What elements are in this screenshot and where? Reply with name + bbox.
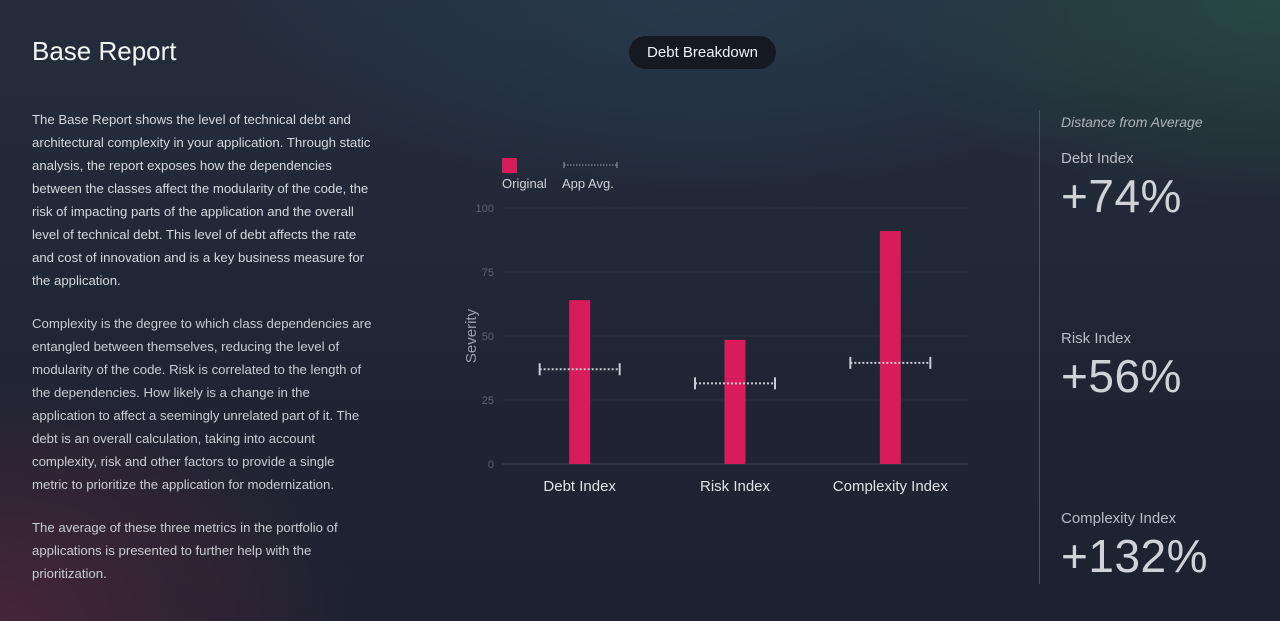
summary-divider — [1039, 110, 1040, 584]
legend-swatch-original — [502, 158, 517, 173]
metric-debt-index: Debt Index +74% — [1061, 150, 1182, 223]
metric-value: +74% — [1061, 170, 1182, 222]
metric-risk-index: Risk Index +56% — [1061, 330, 1182, 403]
y-tick-label: 0 — [488, 459, 494, 471]
legend-label-original: Original — [502, 176, 547, 191]
x-tick-label: Debt Index — [543, 478, 616, 495]
legend-label-app-avg: App Avg. — [562, 176, 614, 191]
y-axis-label: Severity — [463, 308, 480, 363]
tab-debt-breakdown[interactable]: Debt Breakdown — [629, 36, 776, 69]
y-tick-label: 75 — [482, 267, 494, 279]
bar-original — [724, 339, 746, 464]
metric-label: Complexity Index — [1061, 510, 1177, 527]
metric-value: +56% — [1061, 350, 1182, 402]
bar-original — [879, 231, 901, 464]
metric-label: Risk Index — [1061, 330, 1132, 347]
page-title: Base Report — [32, 36, 177, 66]
description-paragraph: The Base Report shows the level of techn… — [32, 112, 371, 288]
y-tick-label: 100 — [476, 203, 494, 215]
description-paragraph: The average of these three metrics in th… — [32, 520, 338, 581]
y-tick-label: 50 — [482, 331, 494, 343]
summary-heading: Distance from Average — [1061, 114, 1203, 130]
x-tick-label: Risk Index — [700, 478, 771, 495]
description-paragraph: Complexity is the degree to which class … — [32, 316, 372, 492]
report-description: The Base Report shows the level of techn… — [32, 108, 372, 605]
y-tick-label: 25 — [482, 395, 494, 407]
debt-breakdown-chart: 0 25 50 75 100 Severity Debt Index Risk Index Co… — [463, 158, 968, 495]
bar-original — [569, 300, 591, 464]
x-tick-label: Complexity Index — [833, 478, 949, 495]
metric-complexity-index: Complexity Index +132% — [1061, 510, 1208, 583]
metric-value: +132% — [1061, 530, 1209, 582]
metric-label: Debt Index — [1061, 150, 1134, 167]
